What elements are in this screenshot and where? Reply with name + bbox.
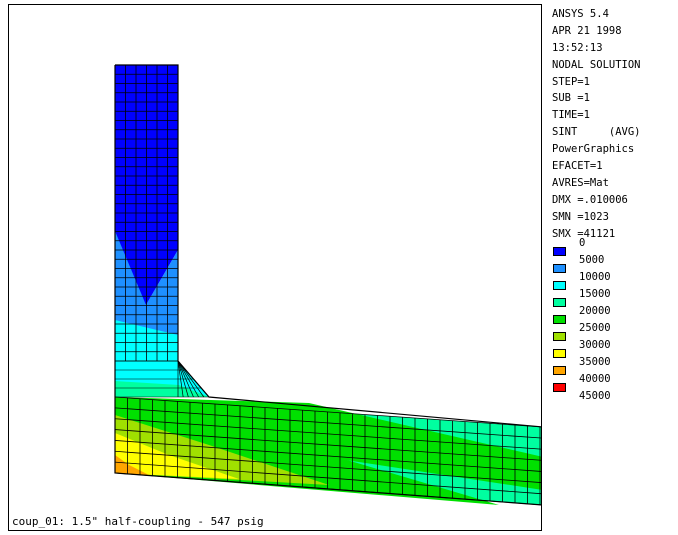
- plot-caption: coup_01: 1.5" half-coupling - 547 psig: [12, 515, 264, 528]
- info-line-smx: SMX =41121: [552, 227, 616, 240]
- legend-swatch: [553, 264, 566, 273]
- legend-label: 15000: [579, 288, 611, 300]
- info-line-dmx: DMX =.010006: [552, 193, 628, 206]
- mesh-line: [114, 396, 541, 428]
- mesh-line: [114, 450, 541, 483]
- legend-label: 10000: [579, 271, 611, 283]
- fea-mesh-plot: [114, 64, 541, 506]
- mesh-line: [114, 429, 541, 461]
- contour-band: [115, 381, 209, 397]
- info-line-sint: SINT (AVG): [552, 126, 641, 139]
- legend-label: 0: [579, 237, 586, 249]
- legend-label: 40000: [579, 373, 611, 385]
- info-line-date: APR 21 1998: [552, 24, 622, 37]
- legend-swatch: [553, 366, 566, 375]
- legend-label: 30000: [579, 339, 611, 351]
- mesh-line: [114, 440, 541, 472]
- legend-label: 20000: [579, 305, 611, 317]
- plot-viewport: coup_01: 1.5" half-coupling - 547 psig: [8, 4, 542, 531]
- contour-band: [115, 397, 541, 490]
- legend-swatch: [553, 332, 566, 341]
- info-line-solution: NODAL SOLUTION: [552, 58, 641, 71]
- info-line-avres: AVRES=Mat: [552, 176, 609, 189]
- legend-label: 25000: [579, 322, 611, 334]
- info-line-smn: SMN =1023: [552, 210, 609, 223]
- legend-swatch: [553, 298, 566, 307]
- info-line-time: 13:52:13: [552, 41, 603, 54]
- mesh-line: [114, 407, 541, 439]
- info-line-step: STEP=1: [552, 75, 590, 88]
- legend-label: 35000: [579, 356, 611, 368]
- legend-label: 45000: [579, 390, 611, 402]
- legend-swatch: [553, 349, 566, 358]
- info-line-title: ANSYS 5.4: [552, 8, 609, 20]
- analysis-info-panel: ANSYS 5.4 APR 21 1998 13:52:13 NODAL SOL…: [552, 6, 676, 242]
- model-outline: [114, 64, 541, 506]
- contour-band: [115, 433, 239, 479]
- legend-swatch: [553, 281, 566, 290]
- contour-band: [115, 400, 499, 505]
- info-line-powergraphics: PowerGraphics: [552, 143, 635, 156]
- mesh-line: [114, 418, 541, 450]
- contour-band: [115, 455, 149, 475]
- legend-swatch: [553, 247, 566, 256]
- legend-swatch: [553, 383, 566, 392]
- legend-label: 5000: [579, 254, 605, 266]
- info-line-time-step: TIME=1: [552, 109, 590, 122]
- info-line-efacet: EFACET=1: [552, 160, 603, 173]
- legend-swatch: [553, 315, 566, 324]
- mesh-line: [114, 461, 541, 495]
- contour-band: [115, 252, 178, 325]
- info-line-sub: SUB =1: [552, 92, 590, 105]
